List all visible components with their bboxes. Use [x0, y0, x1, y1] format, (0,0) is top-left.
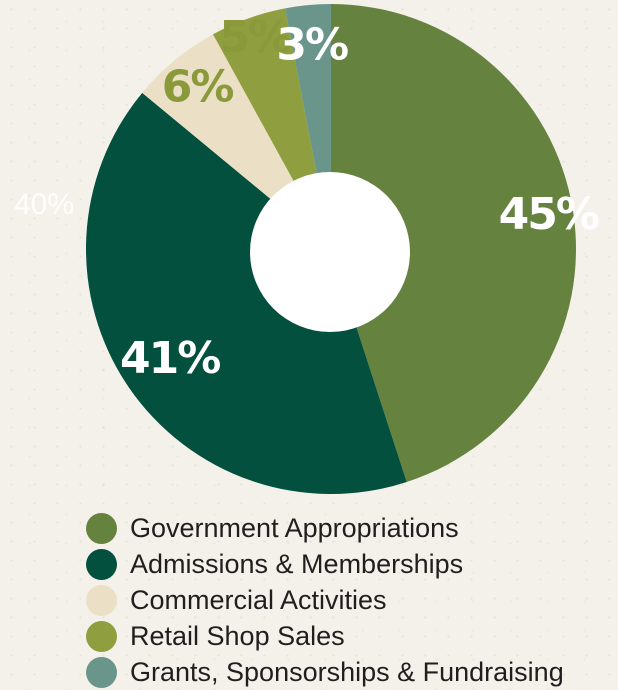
slice-label-government-appropriations: 45%	[499, 189, 599, 240]
donut-hole	[250, 172, 410, 332]
donut-chart: 45% 41% 6%5%3%	[86, 3, 601, 495]
legend-label: Grants, Sponsorships & Fundraising	[130, 656, 564, 687]
legend-label: Government Appropriations	[130, 512, 459, 543]
legend-swatch	[86, 620, 117, 652]
slice-label-retail-shop-sales: 5%	[219, 12, 291, 63]
legend-item-retail-shop-sales: Retail Shop Sales	[86, 618, 616, 654]
legend-item-admissions-memberships: Admissions & Memberships	[86, 546, 616, 582]
slice-admissions-memberships	[86, 92, 407, 495]
legend-swatch	[86, 656, 117, 688]
legend-label: Retail Shop Sales	[130, 620, 345, 651]
faded-annotation: 40%	[14, 188, 75, 221]
legend-swatch	[86, 584, 117, 616]
legend-item-commercial-activities: Commercial Activities	[86, 582, 616, 618]
legend: Government Appropriations Admissions & Me…	[86, 510, 616, 690]
slice-label-admissions-memberships: 41%	[120, 333, 220, 384]
legend-label: Commercial Activities	[130, 584, 387, 615]
legend-swatch	[86, 512, 117, 544]
legend-label: Admissions & Memberships	[130, 548, 464, 579]
slice-label-grants-sponsorships-fundraising: 3%	[276, 19, 348, 70]
legend-item-grants-sponsorships-fundraising: Grants, Sponsorships & Fundraising	[86, 654, 616, 690]
slice-label-commercial-activities: 6%	[162, 62, 234, 113]
legend-item-government-appropriations: Government Appropriations	[86, 510, 616, 546]
legend-swatch	[86, 548, 117, 580]
slice-government-appropriations	[331, 4, 576, 483]
